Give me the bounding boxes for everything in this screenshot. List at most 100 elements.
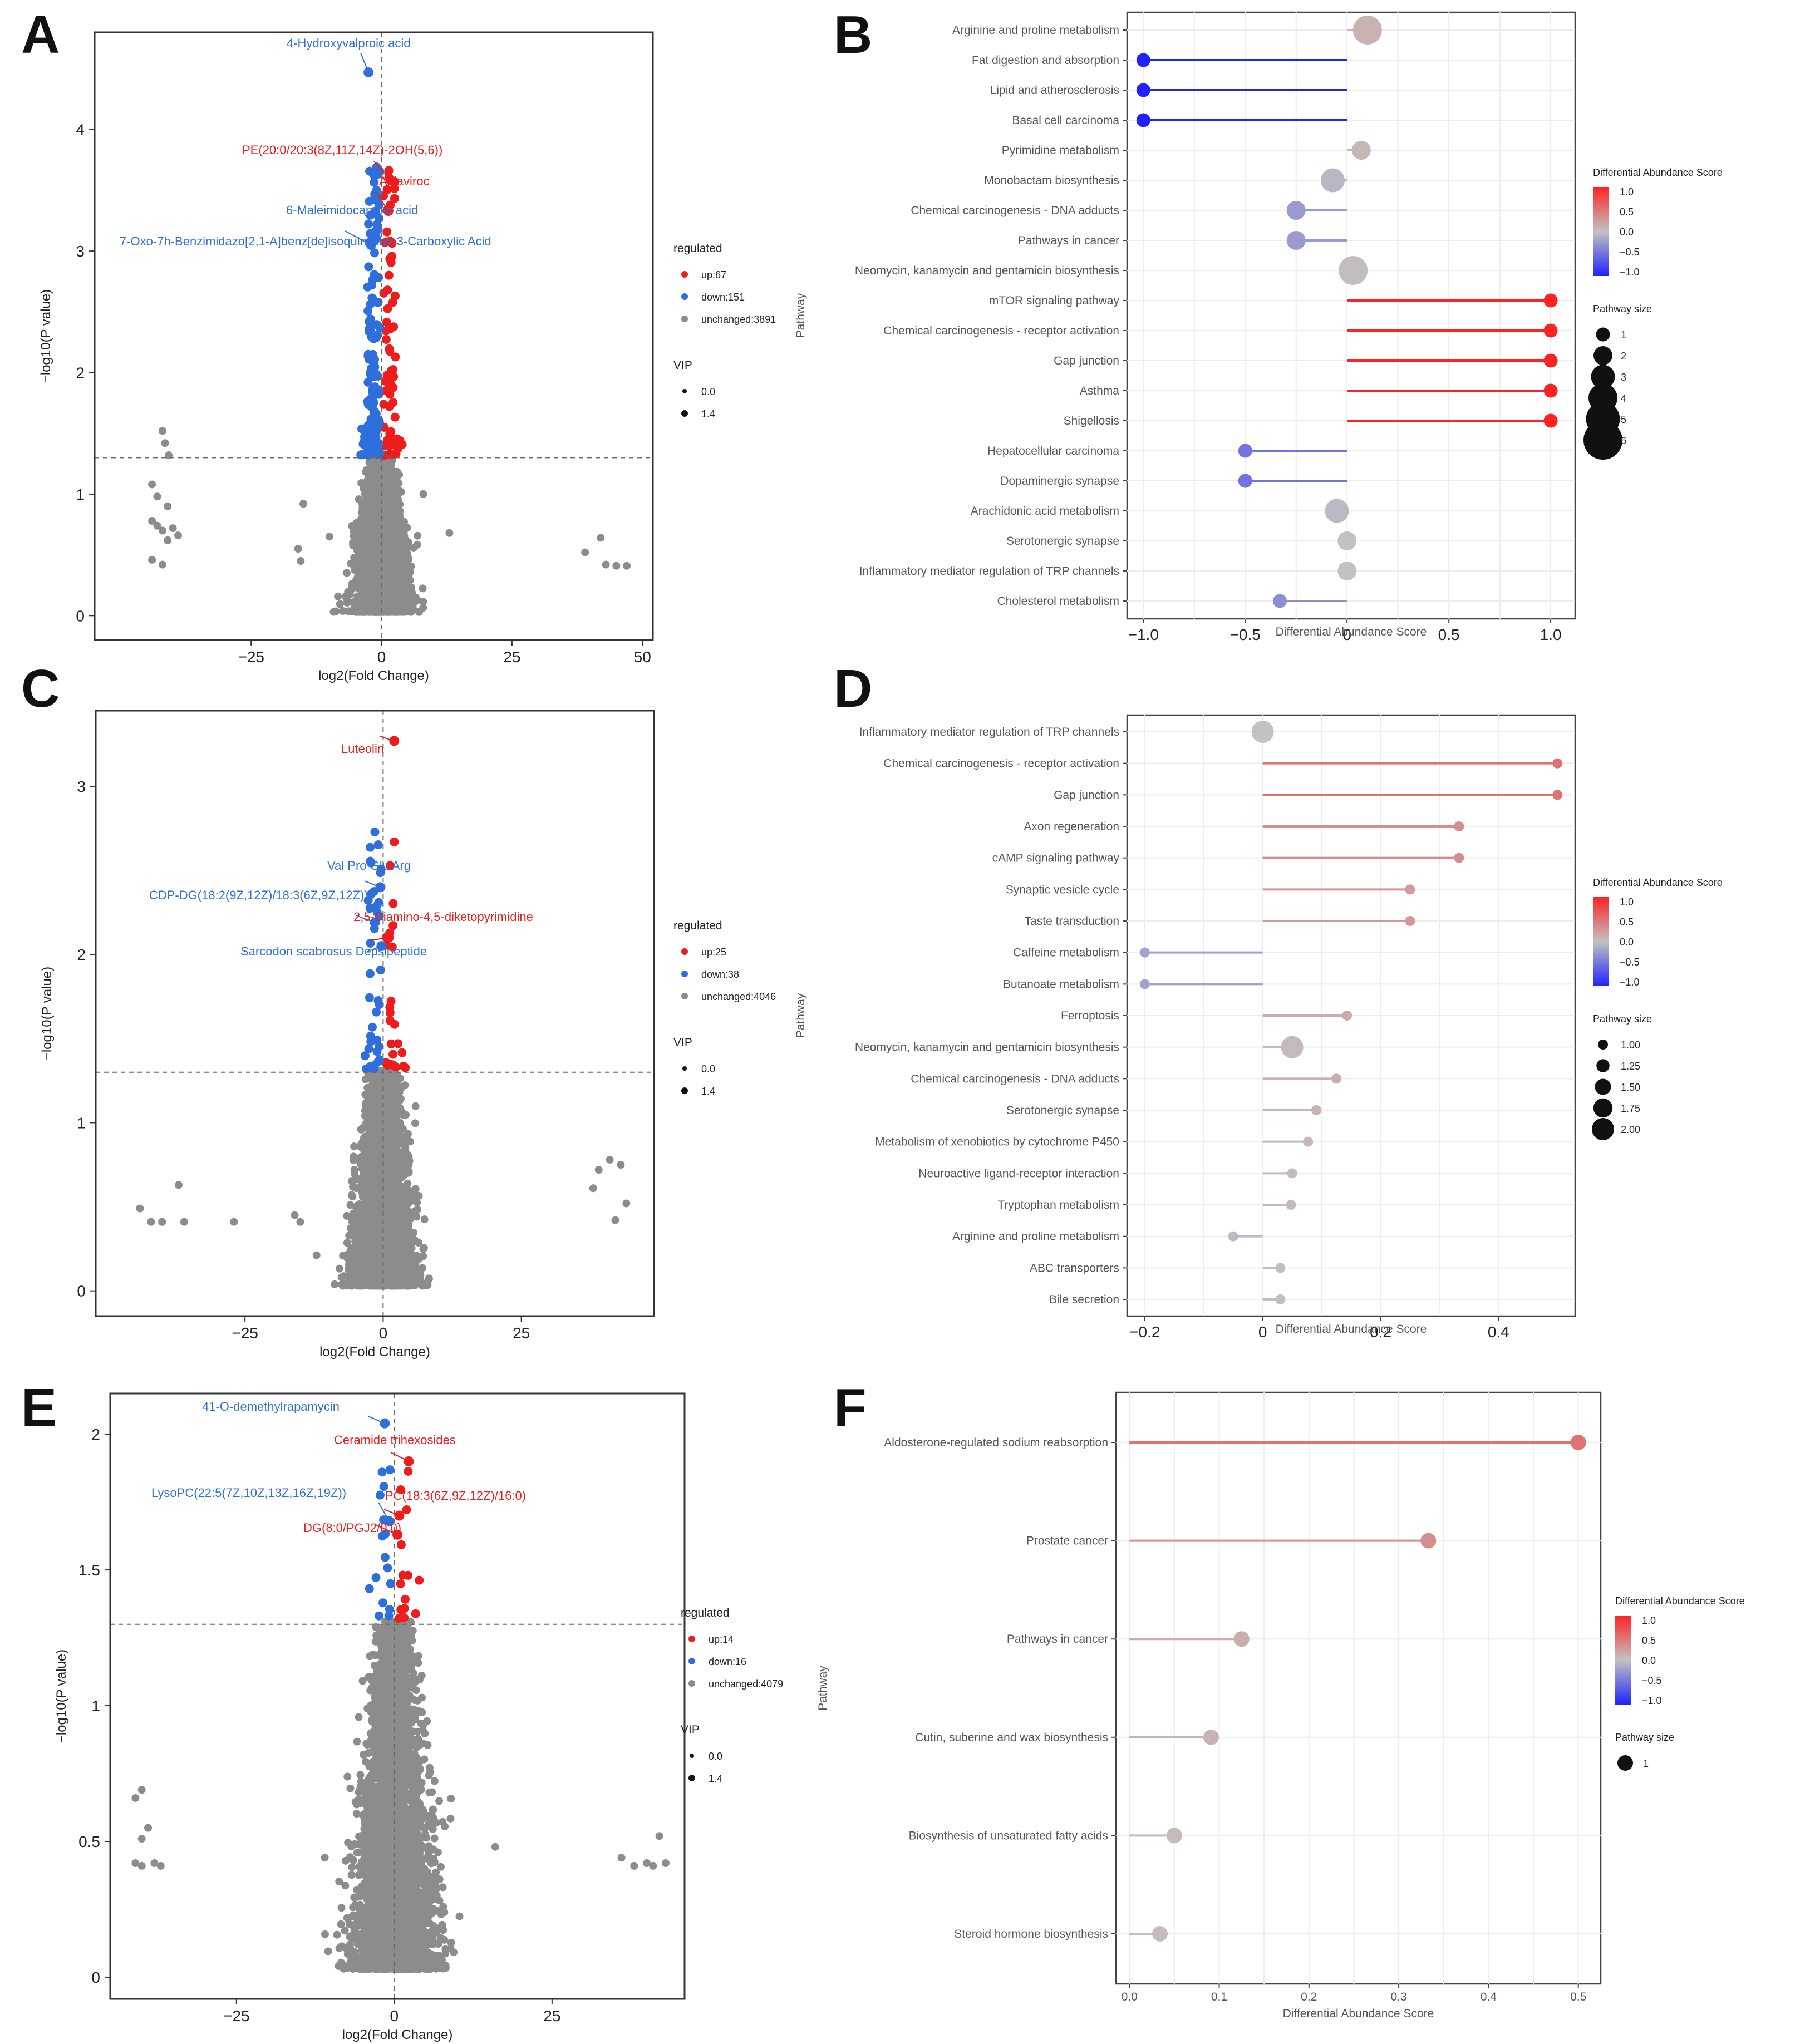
unchanged-point bbox=[373, 502, 382, 510]
pathway-label: Neomycin, kanamycin and gentamicin biosy… bbox=[855, 264, 1119, 277]
unchanged-point bbox=[358, 573, 366, 581]
down-point bbox=[363, 282, 372, 292]
lollipop-dot bbox=[1238, 444, 1252, 458]
size-legend-title: Pathway size bbox=[1593, 303, 1652, 314]
unchanged-point bbox=[357, 479, 366, 487]
unchanged-point bbox=[403, 582, 411, 590]
unchanged-point bbox=[414, 531, 422, 540]
legend-title: regulated bbox=[673, 242, 722, 255]
lollipop-dot bbox=[1325, 499, 1349, 523]
unchanged-point bbox=[164, 536, 172, 544]
unchanged-point bbox=[366, 513, 375, 521]
y-tick-label: 0 bbox=[76, 607, 85, 624]
size-legend-label: 1 bbox=[1621, 329, 1626, 341]
x-axis-label: Differential Abundance Score bbox=[1276, 625, 1427, 638]
y-tick-label: 4 bbox=[76, 121, 85, 139]
vip-legend-item: 0.0 bbox=[701, 386, 715, 397]
size-legend-label: 4 bbox=[1621, 393, 1626, 404]
unchanged-point bbox=[368, 478, 376, 486]
unchanged-point bbox=[158, 526, 166, 535]
unchanged-point bbox=[419, 604, 427, 612]
down-point bbox=[370, 382, 380, 392]
unchanged-point bbox=[612, 562, 621, 570]
pathway-label: Asthma bbox=[1080, 385, 1120, 397]
pathway-label: Lipid and atherosclerosis bbox=[990, 84, 1119, 97]
lollipop-dot bbox=[1238, 474, 1252, 488]
down-point bbox=[365, 166, 375, 176]
unchanged-point bbox=[299, 500, 307, 508]
pathway-label: Basal cell carcinoma bbox=[1012, 114, 1119, 127]
lollipop-dot bbox=[1136, 113, 1150, 127]
pathway-label: Fat digestion and absorption bbox=[972, 54, 1119, 67]
colorbar-title: Differential Abundance Score bbox=[1593, 167, 1723, 178]
unchanged-point bbox=[360, 605, 368, 613]
unchanged-point bbox=[371, 520, 380, 529]
vip-legend-title: VIP bbox=[673, 359, 692, 372]
down-point bbox=[363, 349, 373, 359]
up-point bbox=[386, 373, 396, 383]
pathway-label: Pyrimidine metabolism bbox=[1002, 144, 1119, 157]
point-annotation: 4-Hydroxyvalproic acid bbox=[287, 36, 411, 50]
unchanged-point bbox=[401, 560, 409, 569]
unchanged-point bbox=[419, 584, 427, 593]
unchanged-point bbox=[581, 548, 589, 556]
unchanged-point bbox=[413, 540, 421, 549]
unchanged-point bbox=[376, 513, 384, 521]
x-tick-label: 25 bbox=[503, 648, 520, 666]
down-point bbox=[364, 262, 373, 272]
unchanged-point bbox=[390, 583, 398, 591]
point-annotation: Aplaviroc bbox=[379, 174, 429, 188]
panel-letter-D: D bbox=[834, 659, 872, 718]
unchanged-point bbox=[411, 1102, 420, 1110]
unchanged-point bbox=[400, 608, 409, 616]
lollipop-dot bbox=[1337, 562, 1357, 580]
pathway-label: Gap junction bbox=[1054, 354, 1119, 367]
unchanged-point bbox=[384, 476, 392, 484]
pathway-label: Cholesterol metabolism bbox=[997, 595, 1119, 608]
unchanged-point bbox=[383, 607, 391, 615]
up-point bbox=[385, 390, 395, 399]
unchanged-point bbox=[359, 563, 367, 572]
down-point bbox=[366, 299, 375, 309]
y-axis-label: −log10(P value) bbox=[38, 289, 53, 383]
unchanged-point bbox=[294, 545, 302, 553]
point-annotation: PE(20:0/20:3(8Z,11Z,14Z)-2OH(5,6)) bbox=[242, 143, 442, 157]
pathway-label: Inflammatory mediator regulation of TRP … bbox=[859, 565, 1119, 578]
down-point bbox=[366, 395, 375, 404]
unchanged-point bbox=[158, 560, 166, 569]
unchanged-point bbox=[362, 492, 371, 501]
colorbar-tick-label: 1.0 bbox=[1620, 186, 1634, 198]
unchanged-point bbox=[382, 552, 391, 560]
legend-swatch bbox=[681, 271, 688, 278]
unchanged-point bbox=[148, 480, 156, 489]
unchanged-point bbox=[445, 529, 454, 537]
y-axis-label: Pathway bbox=[794, 293, 807, 338]
unchanged-point bbox=[597, 534, 605, 542]
unchanged-point bbox=[347, 559, 355, 568]
unchanged-point bbox=[343, 569, 351, 577]
unchanged-point bbox=[338, 607, 347, 615]
up-point bbox=[385, 344, 394, 353]
legend-item: down:151 bbox=[701, 292, 745, 303]
size-legend-label: 2 bbox=[1621, 351, 1626, 362]
lollipop-dot bbox=[1321, 168, 1345, 193]
lollipop-dot bbox=[1543, 353, 1558, 368]
unchanged-point bbox=[368, 597, 376, 605]
down-point bbox=[375, 416, 384, 426]
lollipop-dot bbox=[1351, 141, 1371, 160]
x-tick-label: 0.5 bbox=[1438, 626, 1460, 643]
lollipop-dot bbox=[1286, 201, 1306, 220]
unchanged-point bbox=[358, 594, 366, 603]
x-tick-label: −1.0 bbox=[1128, 626, 1159, 643]
pathway-label: mTOR signaling pathway bbox=[989, 294, 1120, 307]
unchanged-point bbox=[357, 516, 366, 524]
unchanged-point bbox=[602, 560, 610, 569]
legend-swatch bbox=[681, 316, 688, 322]
unchanged-point bbox=[332, 607, 340, 615]
panel-letter-F: F bbox=[834, 1378, 867, 1437]
pathway-label: Shigellosis bbox=[1064, 415, 1119, 427]
x-tick-label: 50 bbox=[634, 648, 651, 666]
panel-letter-E: E bbox=[21, 1378, 57, 1437]
unchanged-point bbox=[373, 590, 381, 598]
